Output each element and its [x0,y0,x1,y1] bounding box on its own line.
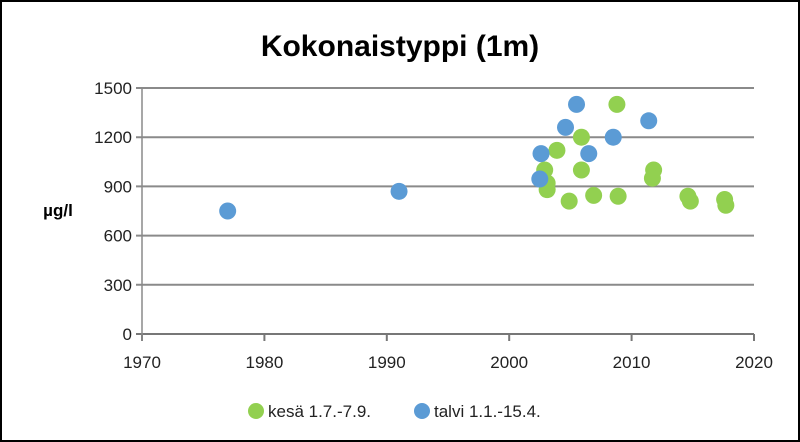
chart-title: Kokonaistyppi (1m) [261,30,539,63]
data-point-talvi [531,170,549,188]
y-tick-label: 600 [104,227,132,246]
x-tick-label: 2000 [490,353,528,372]
legend-marker [248,403,264,419]
x-tick-label: 2010 [613,353,651,372]
data-point-kesa [717,196,735,214]
x-tick-label: 1990 [368,353,406,372]
data-point-talvi [580,145,598,163]
x-tick-label: 2020 [735,353,773,372]
legend-label: kesä 1.7.-7.9. [268,402,371,421]
data-point-talvi [532,145,550,163]
y-tick-label: 300 [104,276,132,295]
data-point-kesa [609,187,627,205]
y-tick-label: 1200 [94,128,132,147]
data-point-talvi [557,118,575,136]
y-tick-label: 1500 [94,79,132,98]
data-point-talvi [219,202,237,220]
data-point-kesa [643,169,661,187]
data-point-talvi [640,112,658,130]
y-axis-label: µg/l [43,201,73,220]
legend-marker [414,403,430,419]
data-point-kesa [572,128,590,146]
legend-label: talvi 1.1.-15.4. [434,402,541,421]
data-point-talvi [604,128,622,146]
data-point-kesa [572,161,590,179]
data-point-kesa [548,141,566,159]
data-point-kesa [585,186,603,204]
y-tick-label: 0 [123,325,132,344]
data-point-kesa [681,192,699,210]
data-point-kesa [560,192,578,210]
y-tick-label: 900 [104,177,132,196]
x-tick-label: 1980 [245,353,283,372]
x-tick-label: 1970 [123,353,161,372]
data-point-kesa [608,95,626,113]
data-point-talvi [568,95,586,113]
data-point-talvi [390,182,408,200]
